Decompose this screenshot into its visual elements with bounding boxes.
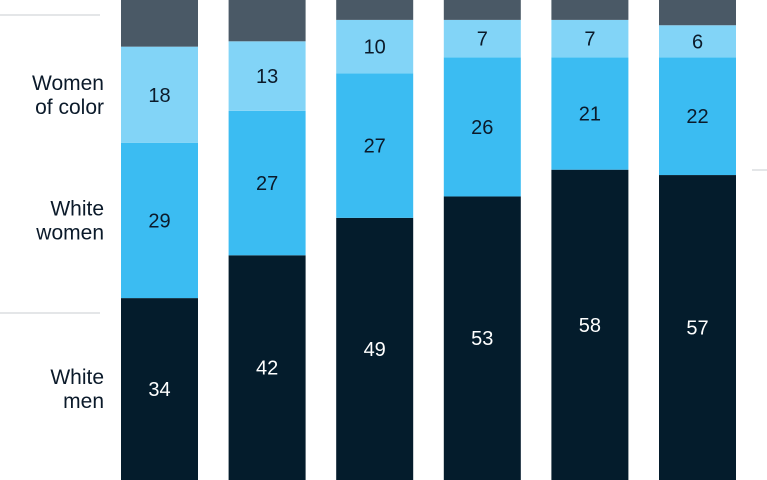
data-label: 7 bbox=[584, 29, 595, 51]
bar-segment-women-of-color bbox=[121, 46, 198, 143]
bar-segment-white-women bbox=[228, 110, 306, 256]
data-label: 7 bbox=[477, 29, 488, 51]
bar-segment-white-women bbox=[443, 57, 521, 197]
bar-segment-white-women bbox=[659, 57, 736, 176]
data-label: 34 bbox=[148, 379, 170, 401]
bar-segment-white-women bbox=[551, 57, 629, 170]
bar-segment-white-men bbox=[443, 196, 521, 480]
data-label: 21 bbox=[579, 104, 601, 126]
bar-segment-white-men bbox=[121, 298, 198, 480]
bar-segment-white-men bbox=[551, 169, 629, 480]
bar-segment-women-of-color bbox=[551, 19, 629, 58]
data-label: 29 bbox=[148, 211, 170, 233]
row-label-white-men: men bbox=[63, 390, 104, 413]
data-label: 27 bbox=[364, 136, 386, 158]
bar-segment-other bbox=[336, 0, 414, 20]
row-label-white-women: White bbox=[50, 198, 104, 221]
bar-segment-other bbox=[228, 0, 306, 42]
row-label-white-men: White bbox=[50, 366, 104, 389]
data-label: 13 bbox=[256, 66, 278, 88]
row-label-white-women: women bbox=[35, 222, 104, 245]
bar-segment-other bbox=[551, 0, 629, 20]
bar-segment-other bbox=[443, 0, 521, 20]
data-label: 18 bbox=[148, 85, 170, 107]
data-label: 42 bbox=[256, 358, 278, 380]
data-label: 10 bbox=[364, 37, 386, 59]
data-label: 6 bbox=[692, 31, 703, 53]
row-label-women-of-color: Women bbox=[32, 72, 104, 95]
data-label: 49 bbox=[364, 339, 386, 361]
data-label: 26 bbox=[471, 117, 493, 139]
bar-segment-other bbox=[121, 0, 198, 47]
bar-segment-white-women bbox=[121, 142, 198, 299]
bar-segment-white-men bbox=[336, 217, 414, 480]
bar-segment-white-women bbox=[336, 73, 414, 218]
data-label: 53 bbox=[471, 328, 493, 350]
data-label: 57 bbox=[686, 318, 708, 340]
data-label: 22 bbox=[686, 106, 708, 128]
bar-segment-women-of-color bbox=[659, 25, 736, 58]
bar-segment-white-men bbox=[228, 255, 306, 480]
row-label-women-of-color: of color bbox=[35, 96, 104, 119]
bar-segment-women-of-color bbox=[443, 19, 521, 58]
bar-segment-other bbox=[659, 0, 736, 26]
data-label: 58 bbox=[579, 315, 601, 337]
bar-segment-women-of-color bbox=[336, 19, 414, 74]
bar-segment-women-of-color bbox=[228, 41, 306, 111]
bar-segment-white-men bbox=[659, 175, 736, 480]
data-label: 27 bbox=[256, 173, 278, 195]
